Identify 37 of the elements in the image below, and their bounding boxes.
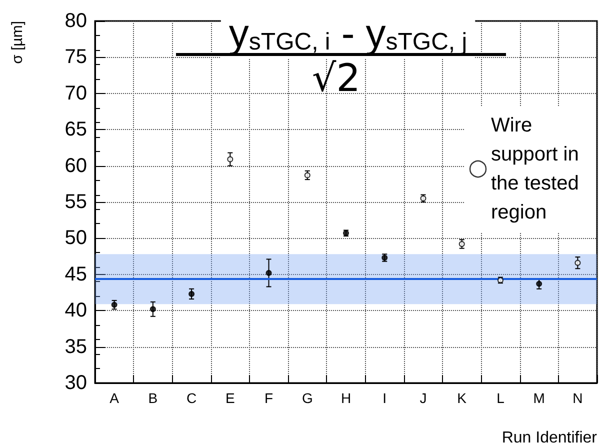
- x-tick-label: A: [110, 390, 120, 406]
- x-tick-label: K: [457, 390, 468, 406]
- point: [458, 240, 465, 247]
- point: [536, 280, 542, 287]
- x-tick-label: E: [225, 390, 235, 406]
- x-tick-label: M: [533, 390, 545, 406]
- y-tick-label: 55: [64, 191, 87, 213]
- y-axis-title: σ [µm]: [9, 21, 26, 64]
- point: [266, 270, 272, 276]
- text: √2: [312, 56, 360, 100]
- point: [304, 172, 310, 178]
- point: [188, 290, 195, 297]
- y-tick-label: 65: [64, 118, 87, 141]
- y-tick-label: 40: [64, 300, 87, 322]
- point: [111, 302, 118, 308]
- point: [227, 156, 234, 162]
- point: [574, 260, 581, 266]
- x-tick-label: H: [340, 390, 352, 406]
- point: [150, 306, 156, 312]
- x-tick-label: G: [302, 390, 313, 406]
- x-tick-label: N: [572, 390, 583, 406]
- x-tick-label: I: [382, 390, 387, 406]
- x-tick-label: C: [186, 390, 197, 406]
- legend-label: Wire support in the tested region: [491, 114, 584, 224]
- y-tick-label: 50: [64, 227, 87, 250]
- x-tick-label: J: [420, 390, 427, 406]
- x-axis-title: Run Identifier: [502, 430, 598, 446]
- x-tick-label: B: [148, 390, 158, 406]
- y-tick-label: 45: [64, 263, 87, 286]
- x-tick-label: L: [496, 390, 505, 406]
- y-tick-label: 60: [64, 154, 87, 177]
- y-tick-label: 70: [64, 82, 87, 104]
- y-tick-label: 30: [64, 372, 87, 394]
- y-tick-label: 75: [64, 46, 87, 68]
- x-tick-label: F: [264, 390, 274, 406]
- y-tick-label: 35: [64, 336, 87, 358]
- y-tick-label: 80: [64, 10, 87, 32]
